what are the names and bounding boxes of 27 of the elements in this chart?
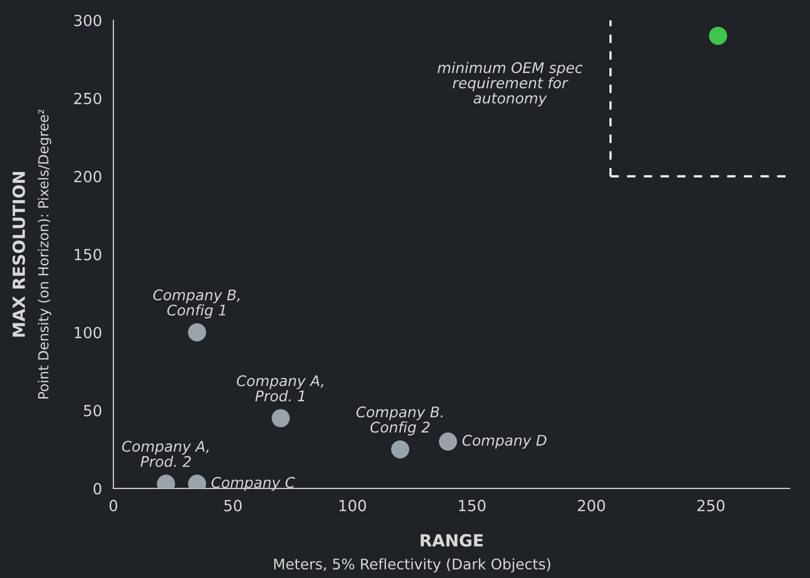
x-tick-label: 250 xyxy=(697,500,724,512)
point xyxy=(438,432,458,451)
y-tick-label: 200 xyxy=(74,170,102,182)
y-tick-label: 300 xyxy=(74,14,102,26)
point xyxy=(272,409,290,428)
x-tick-label: 50 xyxy=(224,500,242,512)
y-tick-label: 150 xyxy=(74,248,102,260)
y-tick-label: 50 xyxy=(84,404,102,416)
y-axis-title: MAX RESOLUTION Point Density (on Horizon): Pixels/Degree² xyxy=(12,110,52,398)
point xyxy=(188,323,206,342)
annotation: Company A, Prod. 1 xyxy=(236,375,324,402)
y-tick-label: 250 xyxy=(74,92,102,104)
x-tick-label: 150 xyxy=(458,500,486,512)
y-tick-label: 100 xyxy=(74,326,102,338)
annotation: Company B. Config 2 xyxy=(356,406,443,436)
annotation: Company C xyxy=(212,476,296,491)
x-tick-label: 0 xyxy=(110,500,118,512)
annotation: Company D xyxy=(462,434,546,449)
ref-line-label: minimum OEM spec requirement for autonomy xyxy=(438,62,583,106)
y-tick-label: 0 xyxy=(94,482,102,494)
x-tick-label: 100 xyxy=(339,500,366,512)
annotation: Company A, Prod. 2 xyxy=(122,440,209,468)
text: RANGE Meters, 5% Reflectivity (Dark Objects) xyxy=(274,534,550,572)
point xyxy=(708,26,728,45)
point xyxy=(391,440,410,458)
x-tick-label: 200 xyxy=(578,500,605,512)
annotation: Company B, Config 1 xyxy=(153,289,240,318)
